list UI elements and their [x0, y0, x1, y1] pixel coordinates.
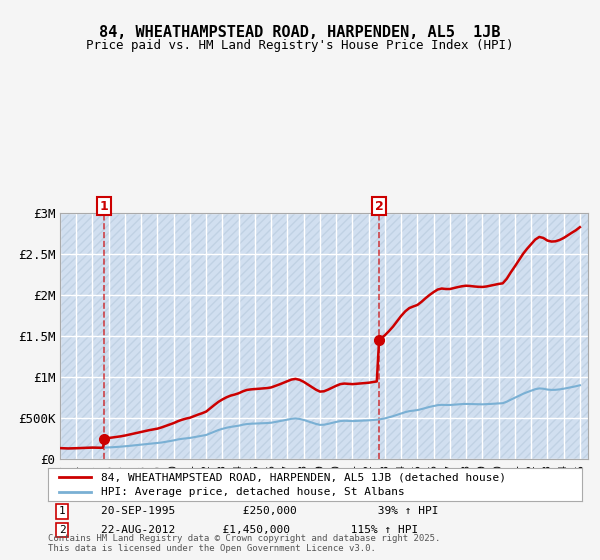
Text: 20-SEP-1995          £250,000            39% ↑ HPI: 20-SEP-1995 £250,000 39% ↑ HPI [101, 506, 439, 516]
Text: 84, WHEATHAMPSTEAD ROAD, HARPENDEN, AL5 1JB (detached house): 84, WHEATHAMPSTEAD ROAD, HARPENDEN, AL5 … [101, 472, 506, 482]
Text: 2: 2 [59, 525, 65, 535]
Text: Contains HM Land Registry data © Crown copyright and database right 2025.
This d: Contains HM Land Registry data © Crown c… [48, 534, 440, 553]
Text: 2: 2 [374, 200, 383, 213]
Text: 84, WHEATHAMPSTEAD ROAD, HARPENDEN, AL5  1JB: 84, WHEATHAMPSTEAD ROAD, HARPENDEN, AL5 … [99, 25, 501, 40]
Text: Price paid vs. HM Land Registry's House Price Index (HPI): Price paid vs. HM Land Registry's House … [86, 39, 514, 52]
Text: 1: 1 [59, 506, 65, 516]
Text: HPI: Average price, detached house, St Albans: HPI: Average price, detached house, St A… [101, 487, 405, 497]
Text: 1: 1 [100, 200, 109, 213]
Text: 22-AUG-2012       £1,450,000         115% ↑ HPI: 22-AUG-2012 £1,450,000 115% ↑ HPI [101, 525, 419, 535]
